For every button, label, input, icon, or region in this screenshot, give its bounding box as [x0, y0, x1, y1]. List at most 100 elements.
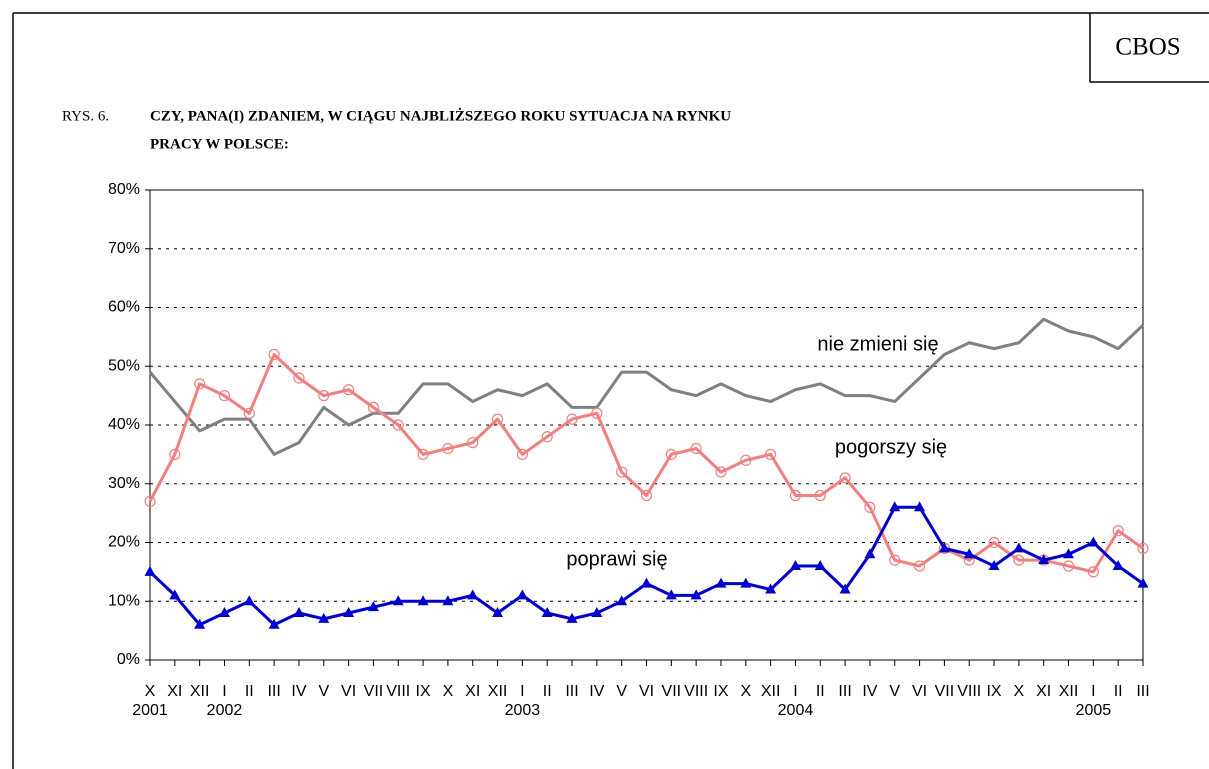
year-label: 2002 — [207, 702, 243, 719]
point — [491, 413, 504, 425]
point — [839, 472, 851, 484]
point — [665, 448, 677, 460]
x-tick-label: IV — [589, 683, 604, 700]
x-tick-label: VI — [639, 683, 654, 700]
point — [218, 390, 231, 402]
point — [740, 454, 752, 466]
x-tick-label: I — [520, 683, 524, 700]
point — [268, 618, 280, 629]
point — [591, 407, 603, 419]
point — [566, 612, 578, 623]
x-tick-label: XI — [465, 683, 480, 700]
point — [814, 489, 826, 502]
point — [169, 589, 181, 600]
x-tick-label: III — [838, 683, 851, 700]
x-tick-label: II — [816, 683, 825, 700]
y-tick-label: 10% — [108, 592, 140, 609]
x-tick-label: XII — [1059, 683, 1079, 700]
x-tick-label: I — [1091, 683, 1095, 700]
figure-label: RYS. 6. — [62, 108, 109, 124]
point — [144, 495, 156, 507]
year-label: 2003 — [505, 702, 541, 719]
x-tick-label: II — [543, 683, 552, 700]
x-tick-label: XII — [488, 683, 508, 700]
series-label: pogorszy się — [835, 436, 947, 458]
point — [1087, 566, 1099, 578]
y-tick-label: 20% — [108, 534, 140, 551]
point — [566, 413, 578, 425]
point — [194, 618, 206, 629]
point — [343, 384, 355, 396]
y-tick-label: 30% — [108, 475, 140, 492]
x-tick-label: VIII — [957, 683, 981, 700]
point — [789, 489, 802, 502]
x-tick-label: VII — [935, 683, 955, 700]
point — [194, 378, 206, 390]
x-tick-label: VI — [341, 683, 356, 700]
point — [243, 595, 255, 606]
point — [392, 595, 404, 606]
point — [1112, 525, 1124, 537]
x-tick-label: I — [793, 683, 797, 700]
point — [914, 501, 926, 512]
y-tick-label: 50% — [108, 357, 140, 374]
point — [765, 448, 777, 460]
point — [1063, 548, 1075, 559]
year-label: 2005 — [1076, 702, 1112, 719]
y-tick-label: 60% — [108, 299, 140, 316]
point — [392, 419, 404, 431]
x-tick-label: III — [267, 683, 280, 700]
point — [864, 501, 876, 513]
point — [1062, 560, 1075, 572]
point — [218, 607, 230, 617]
point — [1137, 542, 1149, 554]
x-tick-label: VIII — [684, 683, 708, 700]
point — [1013, 542, 1025, 553]
x-tick-label: III — [565, 683, 578, 700]
point — [889, 554, 901, 566]
point — [318, 390, 330, 402]
point — [591, 607, 603, 617]
x-tick-label: X — [740, 683, 751, 700]
year-label: 2004 — [778, 702, 814, 719]
chart-title: PRACY W POLSCE: — [150, 136, 289, 152]
point — [492, 607, 504, 617]
x-tick-label: X — [443, 683, 454, 700]
series-label: poprawi się — [566, 548, 667, 570]
point — [1013, 554, 1025, 566]
point — [442, 442, 454, 455]
point — [442, 595, 454, 606]
point — [616, 595, 628, 606]
point — [367, 401, 380, 413]
x-tick-label: VII — [364, 683, 384, 700]
x-tick-label: I — [222, 683, 226, 700]
point — [467, 589, 479, 600]
point — [243, 407, 255, 419]
x-tick-label: VIII — [386, 683, 410, 700]
point — [839, 583, 851, 594]
y-tick-label: 80% — [108, 181, 140, 198]
point — [963, 548, 975, 559]
x-tick-label: V — [318, 683, 329, 700]
point — [715, 577, 727, 588]
point — [814, 560, 826, 570]
x-tick-label: IX — [986, 683, 1001, 700]
point — [938, 542, 950, 553]
point — [1112, 560, 1124, 570]
point — [641, 577, 652, 588]
chart-title: CZY, PANA(I) ZDANIEM, W CIĄGU NAJBLIŻSZE… — [150, 107, 731, 124]
series-line — [148, 317, 1145, 456]
x-tick-label: V — [616, 683, 627, 700]
x-tick-label: II — [1114, 683, 1123, 700]
header: CBOS — [1115, 34, 1180, 61]
x-tick-label: XII — [761, 683, 781, 700]
point — [318, 612, 330, 623]
point — [765, 583, 777, 594]
point — [665, 589, 677, 600]
series-label: nie zmieni się — [817, 333, 938, 355]
x-tick-label: X — [1014, 683, 1025, 700]
point — [715, 466, 727, 478]
x-tick-label: II — [245, 683, 254, 700]
y-tick-label: 0% — [117, 651, 140, 668]
